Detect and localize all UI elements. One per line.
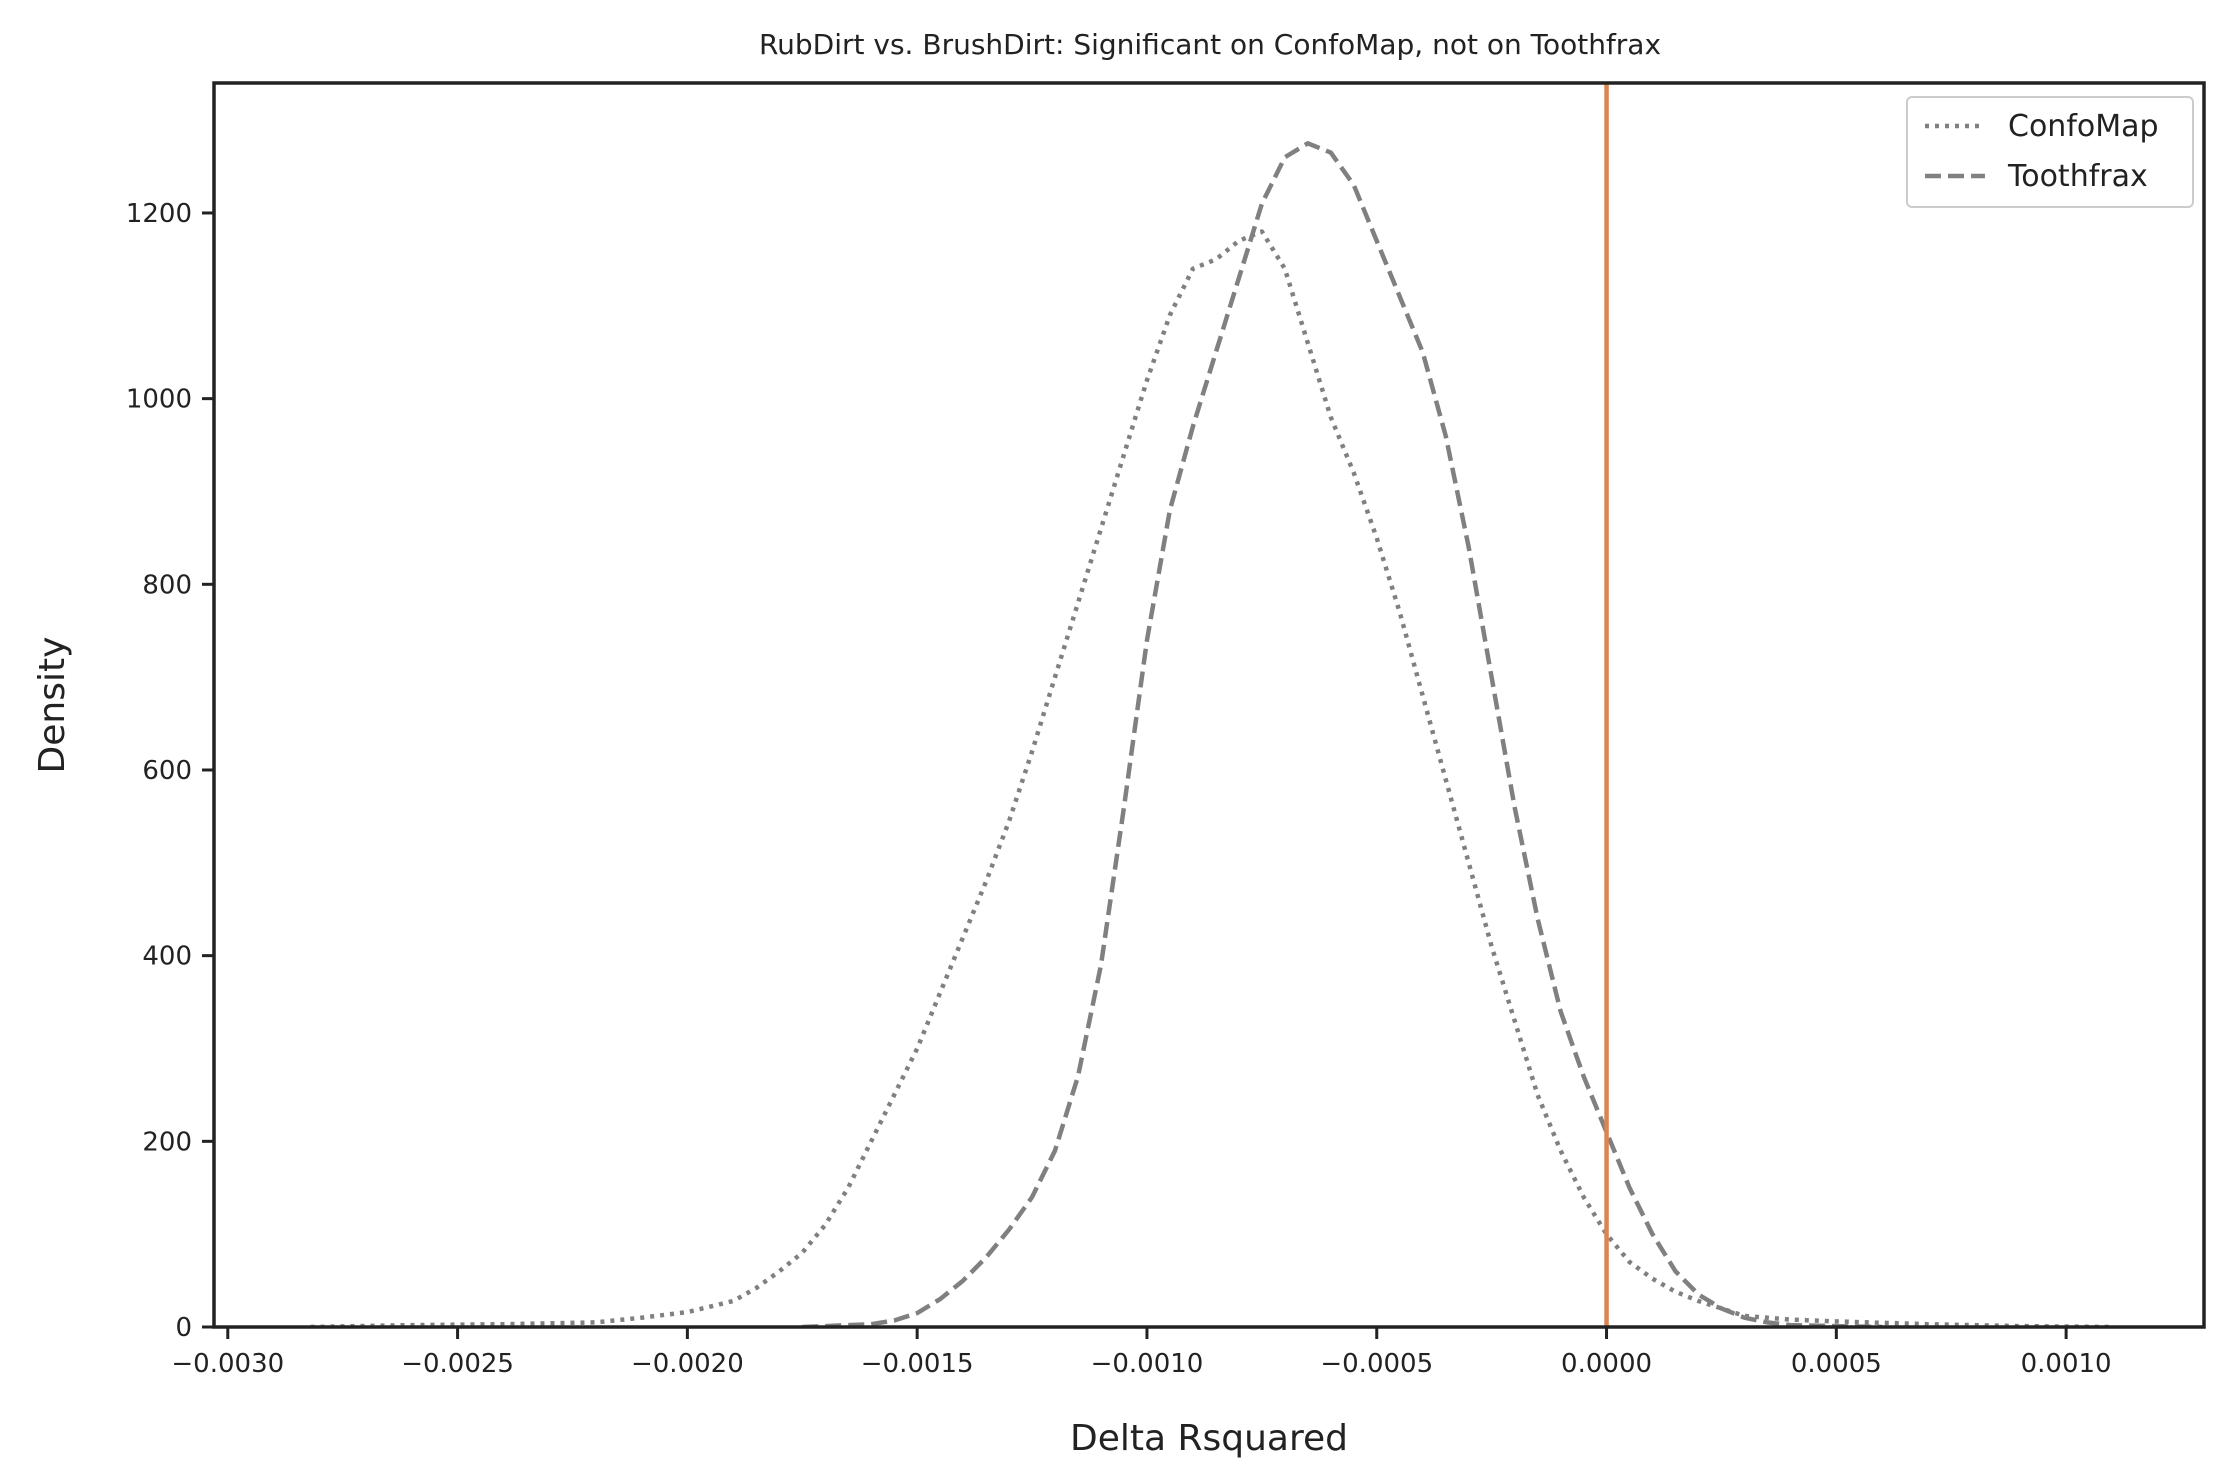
legend-label-toothfrax: Toothfrax [2007, 159, 2148, 194]
y-tick-label: 800 [142, 570, 192, 600]
x-axis-title: Delta Rsquared [1070, 1418, 1348, 1459]
y-axis-title: Density [32, 637, 73, 774]
series-line-toothfrax [802, 141, 1883, 1327]
y-tick-label: 400 [142, 942, 192, 972]
x-tick-label: −0.0030 [171, 1349, 284, 1379]
x-axis: −0.0030 −0.0025 −0.0020 −0.0015 −0.0010 −0.00… [171, 1327, 2112, 1379]
y-tick-label: 0 [175, 1313, 192, 1343]
x-tick-label: 0.0000 [1561, 1349, 1652, 1379]
y-axis: 0 200 400 600 800 1000 1200 [126, 199, 214, 1343]
legend: ConfoMap Toothfrax [1906, 96, 2194, 208]
series-line-confomap [310, 229, 2113, 1327]
x-tick-label: 0.0010 [2021, 1349, 2112, 1379]
y-tick-label: 200 [142, 1127, 192, 1157]
x-tick-label: −0.0010 [1091, 1349, 1204, 1379]
y-tick-label: 1200 [126, 199, 192, 229]
x-tick-label: −0.0020 [631, 1349, 744, 1379]
x-tick-label: 0.0005 [1791, 1349, 1882, 1379]
x-tick-label: −0.0015 [861, 1349, 974, 1379]
plot-frame [212, 81, 2206, 1329]
legend-label-confomap: ConfoMap [2008, 109, 2159, 144]
y-tick-label: 1000 [126, 385, 192, 415]
x-tick-label: −0.0005 [1320, 1349, 1433, 1379]
chart-title: RubDirt vs. BrushDirt: Significant on Co… [759, 28, 1661, 61]
series-layer [310, 83, 2113, 1327]
y-tick-label: 600 [142, 756, 192, 786]
x-tick-label: −0.0025 [401, 1349, 514, 1379]
